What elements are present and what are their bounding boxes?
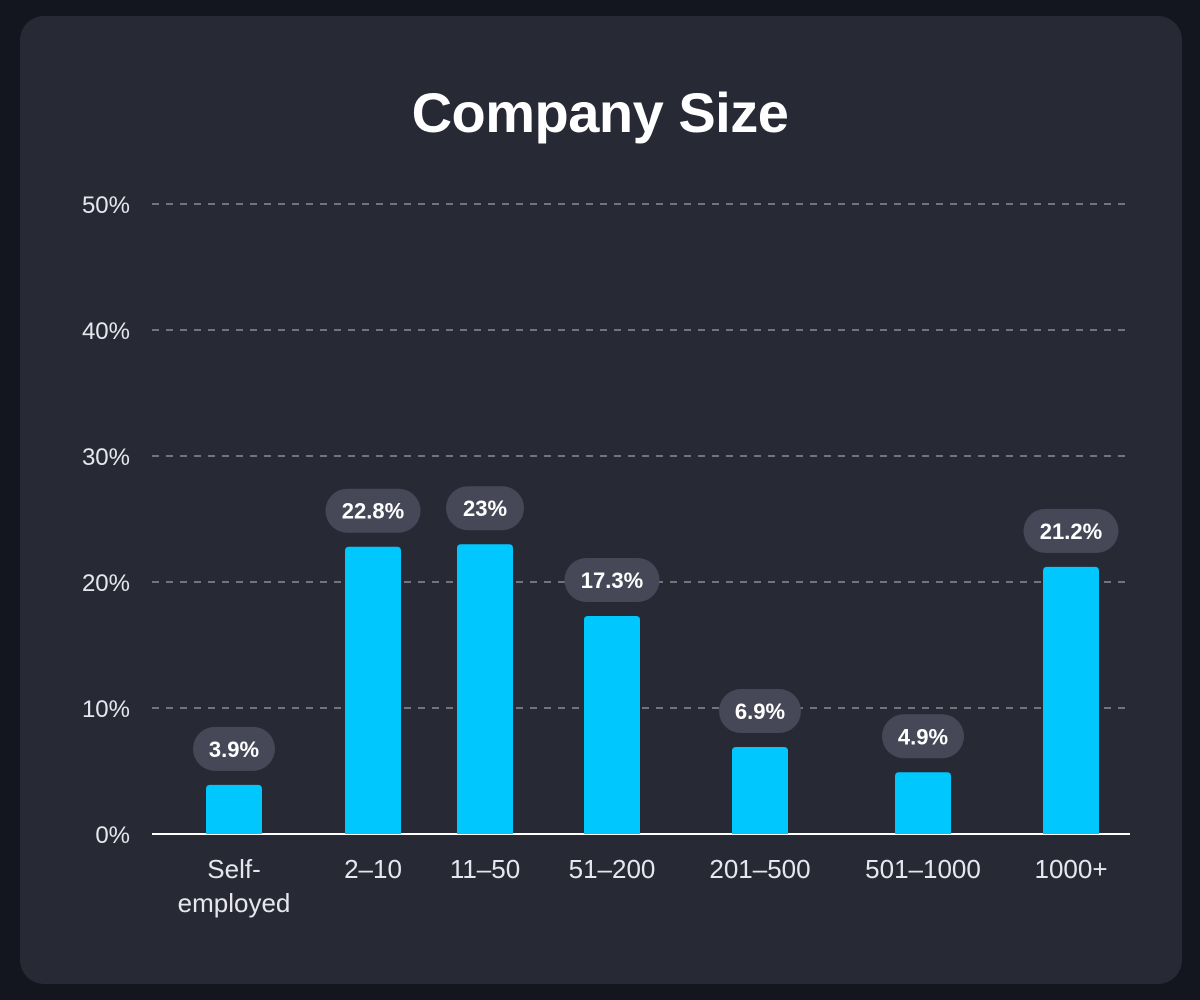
grid-lines bbox=[152, 203, 1130, 835]
data-label-text: 17.3% bbox=[581, 568, 643, 593]
category-label: Self-employed bbox=[178, 854, 291, 918]
data-label: 4.9% bbox=[882, 714, 964, 759]
value-labels: 3.9% 22.8% 23% 17.3% 6.9% 4.9% 21.2% bbox=[193, 486, 1119, 771]
bar bbox=[732, 747, 788, 834]
data-label-pill bbox=[882, 714, 964, 759]
data-label: 21.2% bbox=[1023, 508, 1119, 553]
data-label-text: 23% bbox=[463, 496, 507, 521]
data-label-pill bbox=[193, 726, 275, 771]
data-label-pill bbox=[719, 689, 801, 734]
category-label: 51–200 bbox=[569, 854, 656, 884]
data-label-text: 22.8% bbox=[342, 499, 404, 524]
x-axis-categories: Self-employed 2–10 11–50 51–200 201–500 501–1… bbox=[178, 854, 1108, 918]
y-tick-label: 10% bbox=[82, 696, 130, 723]
data-label-pill bbox=[564, 558, 660, 603]
category-label: 1000+ bbox=[1034, 854, 1107, 884]
data-label: 6.9% bbox=[719, 689, 801, 734]
bar bbox=[584, 616, 640, 834]
chart-title: Company Size bbox=[411, 81, 789, 144]
bar bbox=[1043, 566, 1099, 834]
category-label: 11–50 bbox=[450, 854, 520, 884]
data-label-pill bbox=[1023, 508, 1119, 553]
category-label: 501–1000 bbox=[865, 854, 981, 884]
bar bbox=[345, 546, 401, 834]
bar bbox=[895, 772, 951, 834]
data-label: 22.8% bbox=[325, 488, 421, 533]
category-label: 2–10 bbox=[344, 854, 402, 884]
y-tick-label: 50% bbox=[82, 192, 130, 219]
data-label-text: 4.9% bbox=[898, 724, 948, 749]
data-label-text: 3.9% bbox=[209, 737, 259, 762]
data-label-pill bbox=[325, 488, 421, 533]
category-label: 201–500 bbox=[709, 854, 810, 884]
bar bbox=[457, 544, 513, 834]
data-label-text: 6.9% bbox=[735, 699, 785, 724]
y-tick-label: 40% bbox=[82, 318, 130, 345]
y-tick-label: 20% bbox=[82, 570, 130, 597]
data-label-pill bbox=[446, 486, 524, 531]
data-label-text: 21.2% bbox=[1040, 519, 1102, 544]
bars bbox=[206, 544, 1099, 834]
data-label: 3.9% bbox=[193, 726, 275, 771]
y-tick-label: 30% bbox=[82, 444, 130, 471]
data-label: 23% bbox=[446, 486, 524, 531]
y-axis-ticks: 0% 10% 20% 30% 40% 50% bbox=[82, 192, 130, 849]
y-tick-label: 0% bbox=[95, 822, 130, 849]
data-label: 17.3% bbox=[564, 558, 660, 603]
bar bbox=[206, 784, 262, 834]
